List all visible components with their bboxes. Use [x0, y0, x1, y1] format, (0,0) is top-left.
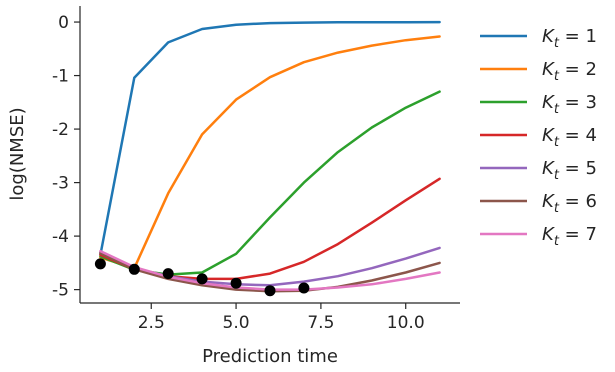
series-line-1	[99, 20, 441, 257]
y-ticks: 0 -1 -2 -3 -4 -5	[52, 13, 80, 301]
series-line-5	[99, 246, 441, 287]
series-line-2	[99, 35, 441, 270]
legend-label-4: Kt = 4	[542, 125, 597, 150]
y-tick-label: -1	[52, 67, 69, 87]
y-tick-label: -2	[52, 120, 69, 140]
legend-label-5: Kt = 5	[542, 158, 597, 183]
legend: Kt = 1 Kt = 2 Kt = 3 Kt = 4 Kt = 5 Kt = 6 Kt =…	[480, 26, 597, 249]
x-tick-label: 10.0	[387, 313, 425, 333]
minimum-point	[264, 285, 276, 297]
legend-label-1: Kt = 1	[542, 26, 597, 51]
minimum-point	[128, 263, 140, 275]
y-tick-label: -4	[52, 227, 69, 247]
y-tick-label: -3	[52, 174, 69, 194]
x-ticks: 2.5 5.0 7.5 10.0	[138, 303, 425, 333]
minimum-point	[196, 273, 208, 285]
legend-label-6: Kt = 6	[542, 191, 597, 216]
x-tick-label: 2.5	[138, 313, 165, 333]
y-tick-label: 0	[58, 13, 69, 33]
plot-lines	[99, 20, 441, 293]
legend-label-3: Kt = 3	[542, 92, 597, 117]
x-tick-label: 7.5	[307, 313, 334, 333]
minimum-point	[298, 282, 310, 294]
y-axis-label: log(NMSE)	[7, 107, 28, 200]
minimum-point	[230, 277, 242, 289]
x-axis-label: Prediction time	[202, 346, 338, 367]
y-tick-label: -5	[52, 281, 69, 301]
minimum-point	[162, 268, 174, 280]
minimum-point	[94, 258, 106, 270]
x-tick-label: 5.0	[223, 313, 250, 333]
minimum-points	[94, 258, 310, 297]
legend-label-7: Kt = 7	[542, 224, 597, 249]
series-line-7	[99, 249, 441, 291]
series-line-3	[99, 90, 441, 276]
legend-label-2: Kt = 2	[542, 59, 597, 84]
